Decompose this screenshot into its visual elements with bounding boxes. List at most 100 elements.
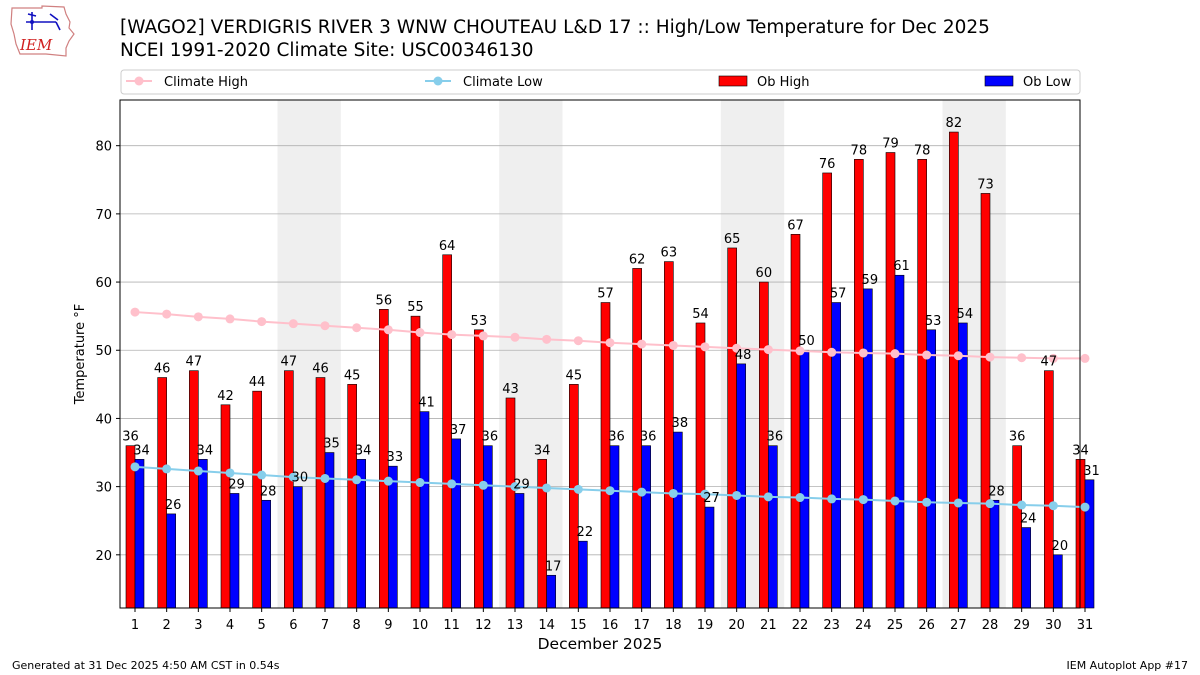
ob-high-bar [1044,370,1054,609]
climate-high-point [130,307,140,317]
climate-high-point [193,312,203,322]
x-tick-label: 29 [1013,618,1030,633]
ob-high-bar [284,370,294,609]
ob-low-bar [229,493,240,609]
ob-low-bar [293,486,303,609]
y-tick-label: 50 [95,344,112,359]
x-tick-label: 19 [697,618,714,633]
ob-low-bar [641,445,651,609]
legend-ob-low-swatch [984,75,1014,87]
ob-low-label: 61 [893,259,910,274]
x-tick-label: 7 [321,618,329,633]
x-tick-label: 27 [950,618,967,633]
ob-low-label: 34 [133,443,150,458]
ob-low-label: 28 [988,484,1005,499]
x-tick-label: 20 [728,618,745,633]
ob-low-bar [134,459,145,609]
climate-low-point [383,476,393,486]
ob-low-bar [261,499,271,609]
legend-ob-high-label: Ob High [757,75,810,90]
legend-box [120,69,1081,95]
ob-low-bar [419,411,430,609]
ob-high-label: 79 [882,137,899,152]
climate-low-point [795,493,805,503]
ob-low-label: 36 [767,430,784,445]
y-tick-label: 60 [95,276,112,291]
climate-low-point [193,466,203,476]
ob-high-bar [347,384,357,609]
ob-low-label: 27 [703,491,720,506]
ob-low-bar [799,349,810,609]
x-tick-label: 23 [823,618,840,633]
x-tick-label: 12 [475,618,492,633]
climate-low-point [985,499,995,509]
ob-high-label: 42 [217,389,234,404]
ob-low-bar [546,574,556,609]
ob-high-label: 82 [946,116,963,131]
ob-low-bar [483,445,493,609]
plot-frame [119,99,1081,609]
climate-high-point [605,338,615,348]
climate-low-point [352,475,362,485]
chart-title-line1: [WAGO2] VERDIGRIS RIVER 3 WNW CHOUTEAU L… [120,17,990,38]
climate-high-point [383,325,393,335]
ob-high-label: 78 [914,143,931,158]
climate-low-point [1080,502,1090,512]
x-tick-label: 24 [855,618,872,633]
ob-low-label: 50 [798,334,815,349]
svg-text:IEM: IEM [19,36,53,54]
climate-high-point [542,334,552,344]
climate-low-point [225,468,235,478]
ob-low-label: 24 [1020,512,1037,527]
ob-high-bar [600,302,611,609]
x-tick-label: 30 [1045,618,1062,633]
ob-low-bar [894,274,905,609]
x-tick-label: 18 [665,618,682,633]
ob-high-bar [189,370,199,609]
x-tick-label: 13 [507,618,524,633]
ob-high-label: 57 [597,287,614,302]
ob-high-bar [790,234,801,609]
ob-high-label: 56 [376,293,393,308]
y-tick-label: 80 [95,140,112,155]
ob-low-label: 22 [577,525,594,540]
ob-low-bar [863,288,873,609]
climate-low-point [257,470,267,480]
ob-low-label: 34 [197,443,214,458]
ob-low-label: 59 [862,273,879,288]
climate-high-point [447,330,457,340]
ob-low-bar [1021,527,1031,609]
ob-high-bar [949,131,959,609]
ob-low-label: 33 [387,450,404,465]
ob-high-bar [727,247,737,609]
ob-low-label: 31 [1083,464,1100,479]
x-tick-label: 11 [443,618,460,633]
climate-low-point [288,472,298,482]
ob-high-bar [569,384,579,609]
y-tick-label: 70 [95,208,112,223]
climate-low-point [668,488,678,498]
ob-high-bar [474,329,484,609]
ob-low-bar [198,459,208,609]
climate-low-point [415,478,425,488]
climate-low-point [953,498,963,508]
ob-high-label: 67 [787,218,804,233]
climate-high-point [1048,353,1058,363]
climate-high-point [415,328,425,338]
ob-low-label: 37 [450,423,467,438]
climate-high-point [953,351,963,361]
x-tick-label: 8 [353,618,361,633]
ob-high-label: 36 [1009,430,1026,445]
ob-low-label: 34 [355,443,372,458]
x-tick-label: 6 [289,618,297,633]
climate-high-point [732,343,742,353]
ob-high-bar [410,315,421,609]
ob-high-label: 45 [344,368,361,383]
ob-low-bar [1084,479,1095,609]
climate-high-point [668,340,678,350]
x-tick-label: 3 [194,618,202,633]
ob-low-bar [704,506,715,609]
climate-low-point [700,489,710,499]
x-tick-label: 1 [131,618,139,633]
legend-climate-high-label: Climate High [164,75,248,90]
